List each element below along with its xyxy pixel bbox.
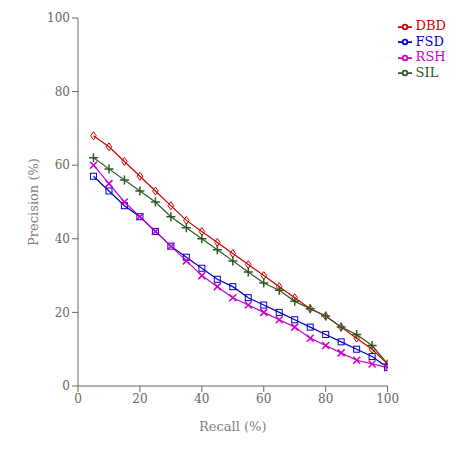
html-text:SIL: SIL [415,64,439,80]
svg-text:80: 80 [318,392,333,406]
svg-text:100: 100 [47,11,70,25]
svg-text:0: 0 [74,392,82,406]
html-text:RSH: RSH [415,49,446,64]
html-text:DBD: DBD [415,18,446,33]
svg-text:20: 20 [55,306,70,320]
html-text:FSD: FSD [415,33,444,49]
svg-text:100: 100 [376,392,399,406]
svg-text:40: 40 [55,232,70,246]
svg-text:0: 0 [62,379,70,393]
svg-text:60: 60 [256,392,271,406]
svg-text:Precision (%): Precision (%) [26,158,41,246]
svg-text:80: 80 [55,85,70,99]
svg-text:20: 20 [132,392,147,406]
svg-text:40: 40 [194,392,209,406]
svg-text:Recall (%): Recall (%) [199,419,266,434]
svg-text:60: 60 [55,158,70,172]
